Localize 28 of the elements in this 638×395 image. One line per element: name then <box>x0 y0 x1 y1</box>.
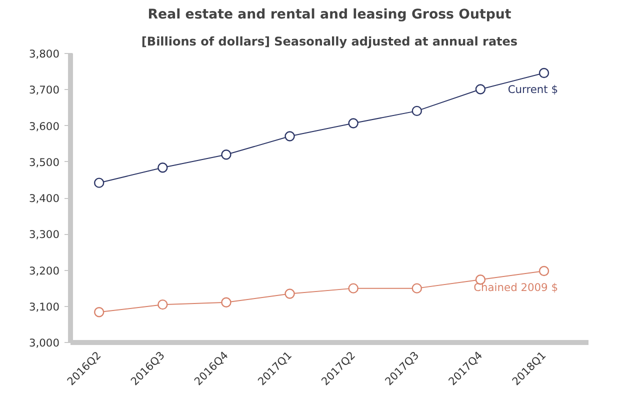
y-tick-label: 3,300 <box>28 228 60 242</box>
point <box>348 118 358 128</box>
point <box>475 84 486 94</box>
y-tick-label: 3,600 <box>28 120 60 133</box>
chart-title: Real estate and rental and leasing Gross Output <box>148 8 512 22</box>
point <box>94 307 104 318</box>
point <box>412 106 422 116</box>
point <box>94 178 104 188</box>
point <box>158 162 168 173</box>
point <box>538 266 550 276</box>
point <box>412 283 422 294</box>
series-label: Current $ <box>508 83 558 96</box>
series-label: Chained 2009 $ <box>474 280 558 294</box>
y-tick-label: 3,200 <box>28 264 60 278</box>
point <box>284 131 295 142</box>
point <box>158 299 168 310</box>
point <box>348 283 358 294</box>
y-tick-label: 3,000 <box>28 336 60 350</box>
y-tick-label: 3,700 <box>28 84 60 97</box>
y-tick-label: 3,500 <box>28 156 60 169</box>
y-tick-label: 3,800 <box>28 48 60 60</box>
point <box>221 150 232 160</box>
y-tick-label: 3,100 <box>28 300 60 314</box>
point <box>221 297 232 308</box>
y-tick-label: 3,400 <box>28 192 60 205</box>
point <box>284 288 295 299</box>
chart-subtitle: [Billions of dollars] Seasonally adjusted at annual rates <box>141 34 518 48</box>
point <box>538 68 550 78</box>
